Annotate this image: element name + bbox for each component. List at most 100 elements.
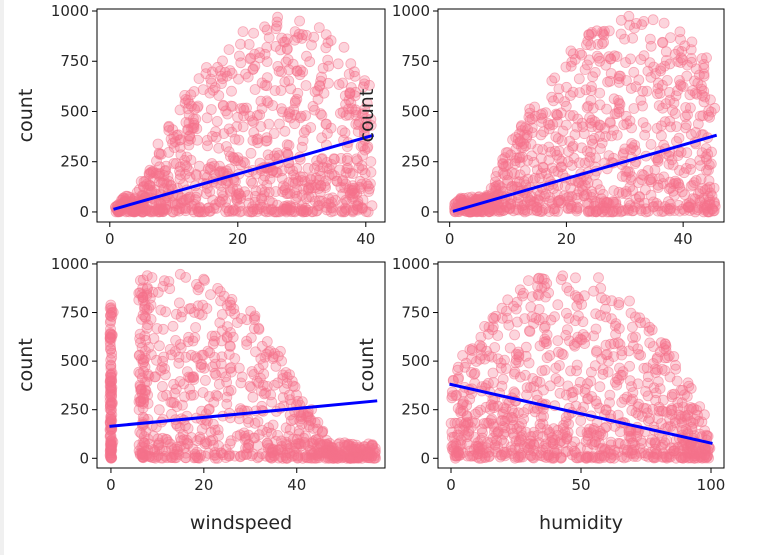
scatter-point [160, 199, 172, 211]
scatter-point [497, 373, 509, 385]
scatter-point [289, 97, 301, 109]
scatter-point [301, 50, 312, 62]
scatter-point [365, 156, 377, 168]
scatter-point [161, 389, 172, 401]
scatter-point [337, 77, 349, 89]
scatter-point [245, 147, 257, 159]
scatter-point [594, 99, 606, 111]
scatter-point [609, 108, 621, 120]
scatter-point [575, 415, 587, 426]
y-axis-label: count [15, 89, 37, 143]
scatter-point [161, 434, 173, 446]
scatter-point [479, 451, 491, 462]
scatter-point [644, 33, 656, 45]
scatter-point [538, 162, 549, 174]
scatter-point [224, 65, 236, 76]
scatter-point [628, 66, 640, 78]
scatter-point [199, 274, 210, 286]
scatter-point [604, 75, 616, 87]
scatter-point [349, 90, 361, 102]
scatter-point [159, 165, 171, 177]
scatter-point [153, 340, 165, 352]
scatter-point [511, 152, 523, 164]
scatter-point [363, 448, 375, 460]
scatter-point [573, 310, 584, 322]
scatter-point [685, 163, 696, 175]
scatter-point [231, 183, 243, 195]
scatter-point [590, 323, 602, 335]
scatter-point [153, 404, 165, 416]
scatter-point [190, 170, 202, 181]
scatter-point [323, 193, 335, 205]
scatter-point [604, 397, 615, 409]
scatter-point [461, 438, 473, 450]
scatter-point [334, 164, 346, 176]
scatter-point [709, 102, 721, 114]
scatter-point [600, 131, 611, 142]
scatter-point [642, 371, 654, 383]
scatter-point [561, 307, 572, 319]
scatter-point [267, 353, 279, 365]
scatter-point [621, 188, 632, 200]
scatter-point [552, 196, 564, 208]
scatter-point [233, 134, 245, 146]
scatter-point [135, 396, 146, 408]
scatter-point [529, 172, 541, 184]
scatter-point [106, 329, 118, 341]
scatter-point [600, 349, 612, 361]
scatter-point [234, 429, 246, 441]
scatter-point [271, 167, 283, 178]
scatter-point [452, 373, 464, 385]
scatter-point [613, 297, 625, 308]
scatter-point [359, 103, 371, 115]
y-tick-label: 1000 [392, 2, 430, 20]
y-tick-label: 250 [401, 401, 430, 419]
scatter-point [669, 189, 680, 201]
scatter-point [197, 387, 209, 398]
scatter-point [538, 336, 550, 348]
scatter-point [614, 438, 626, 450]
scatter-point [274, 345, 286, 357]
scatter-point [148, 167, 159, 179]
scatter-point [519, 206, 531, 218]
scatter-point [149, 444, 161, 456]
scatter-point [180, 452, 192, 464]
scatter-point [532, 280, 543, 292]
scatter-point [153, 176, 165, 188]
scatter-point [645, 72, 657, 83]
y-tick-label: 750 [60, 52, 89, 70]
subplot-2: 0 20 40 0 250 500 750 1000 count [356, 2, 725, 248]
scatter-point [616, 349, 628, 361]
scatter-point [365, 166, 377, 178]
scatter-point [556, 348, 568, 360]
scatter-point [213, 378, 225, 390]
scatter-point [237, 26, 249, 38]
scatter-point [341, 152, 353, 164]
scatter-point [658, 451, 670, 463]
scatter-point [664, 371, 676, 383]
scatter-point [598, 202, 610, 214]
scatter-point [203, 205, 215, 217]
scatter-point [175, 311, 187, 323]
scatter-point [611, 206, 623, 217]
scatter-point [656, 405, 668, 417]
scatter-point [227, 331, 239, 343]
scatter-point [355, 140, 367, 152]
scatter-point [652, 88, 663, 100]
scatter-point [263, 422, 275, 434]
scatter-point [283, 139, 295, 151]
scatter-points [110, 11, 378, 218]
scatter-point [188, 371, 200, 383]
scatter-point [505, 198, 517, 210]
scatter-point [335, 152, 347, 164]
scatter-point [365, 114, 377, 125]
x-tick-label: 20 [194, 476, 213, 494]
scatter-point [187, 122, 199, 134]
scatter-point [620, 171, 632, 183]
scatter-point [632, 378, 644, 390]
scatter-point [680, 111, 691, 123]
scatter-point [199, 169, 210, 181]
scatter-point [180, 271, 192, 283]
scatter-point [160, 164, 172, 176]
scatter-point [225, 384, 237, 396]
